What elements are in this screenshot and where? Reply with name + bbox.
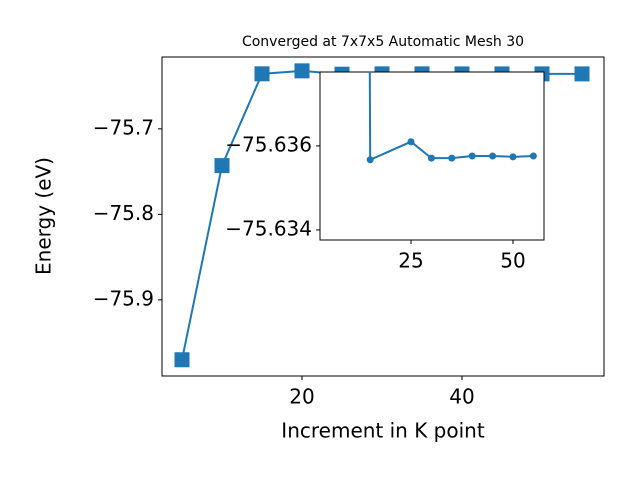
marker <box>427 154 435 162</box>
y-tick-label: −75.7 <box>93 115 154 139</box>
marker <box>214 158 230 174</box>
marker <box>254 66 270 82</box>
marker <box>448 154 456 162</box>
marker <box>294 63 310 79</box>
x-tick-label: 25 <box>398 249 423 273</box>
marker <box>407 138 415 146</box>
marker <box>529 152 537 160</box>
marker <box>509 153 517 161</box>
series-group <box>366 72 537 164</box>
x-axis-label: Increment in K point <box>281 419 485 443</box>
x-tick-label: 50 <box>500 249 525 273</box>
marker <box>174 352 190 368</box>
marker <box>366 156 374 164</box>
x-tick-label: 40 <box>449 385 474 409</box>
x-tick-label: 20 <box>289 385 314 409</box>
y-tick-label: −75.9 <box>93 286 154 310</box>
marker <box>468 152 476 160</box>
y-tick-label: −75.8 <box>93 201 154 225</box>
marker <box>574 66 590 82</box>
y-tick-label: −75.634 <box>225 216 312 240</box>
chart-title: Converged at 7x7x5 Automatic Mesh 30 <box>242 34 524 50</box>
marker <box>489 152 497 160</box>
y-tick-label: −75.636 <box>225 132 312 156</box>
y-axis-label: Energy (eV) <box>32 157 56 275</box>
